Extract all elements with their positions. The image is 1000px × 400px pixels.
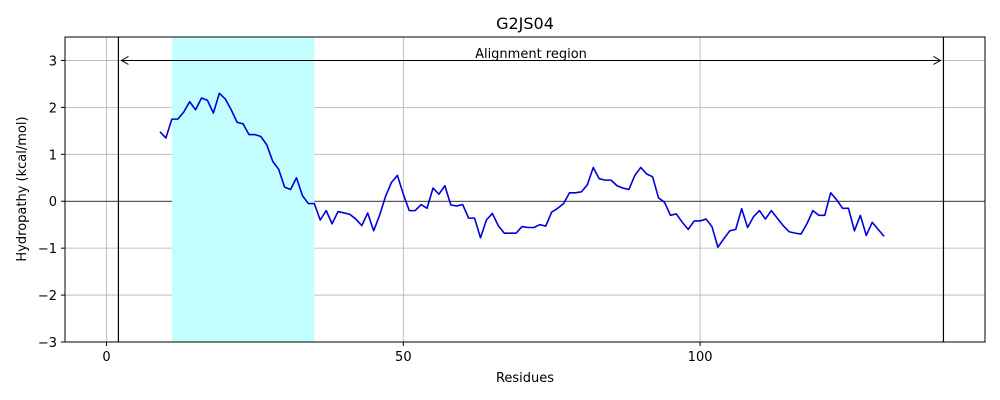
alignment-region-layer	[117, 37, 945, 342]
y-tick-label: −1	[38, 242, 57, 257]
tick-layer: 0 50 100 −3 −2 −1 0 1 2 3	[38, 54, 713, 365]
series-layer	[159, 92, 885, 249]
y-tick-label: −3	[38, 336, 57, 351]
y-tick-label: 1	[49, 148, 57, 163]
y-tick-label: −2	[38, 289, 57, 304]
y-tick-label: 0	[49, 195, 57, 210]
axes-frame	[64, 36, 986, 343]
chart-title: G2JS04	[496, 14, 554, 33]
alignment-arrow-left-head	[120, 56, 129, 65]
x-tick-label: 0	[102, 350, 110, 365]
y-tick-label: 3	[49, 54, 57, 69]
alignment-region-label: Alignment region	[475, 47, 587, 62]
y-tick-label: 2	[49, 101, 57, 116]
x-axis-label: Residues	[496, 371, 554, 386]
hydropathy-line	[159, 92, 885, 249]
alignment-arrow-right-head	[933, 56, 942, 65]
y-axis-label: Hydropathy (kcal/mol)	[15, 116, 30, 261]
highlight-region-layer	[171, 37, 315, 342]
highlight-region	[171, 37, 315, 342]
plot-frame	[64, 36, 986, 343]
x-tick-label: 50	[395, 350, 412, 365]
x-tick-label: 100	[688, 350, 713, 365]
